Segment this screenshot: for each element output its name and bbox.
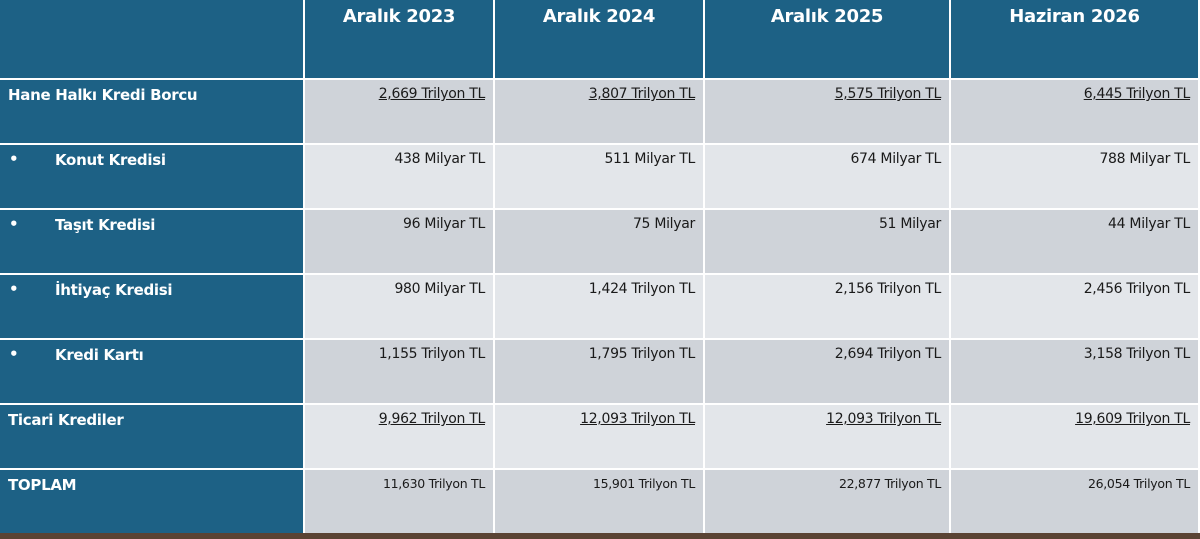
cell-text: 2,156 Trilyon TL	[834, 281, 942, 297]
value-cell: 26,054 Trilyon TL	[951, 470, 1198, 533]
value-cell: 788 Milyar TL	[951, 145, 1198, 208]
row-label: Ticari Krediler	[0, 405, 303, 468]
cell-text: 75 Milyar	[632, 216, 695, 232]
row-label: İhtiyaç Kredisi	[0, 275, 303, 338]
cell-text: 674 Milyar TL	[850, 151, 941, 167]
row-label: Kredi Kartı	[0, 340, 303, 403]
value-cell: 511 Milyar TL	[495, 145, 703, 208]
value-cell: 15,901 Trilyon TL	[495, 470, 703, 533]
value-cell: 3,807 Trilyon TL	[495, 80, 703, 143]
cell-text: 2,669 Trilyon TL	[378, 86, 486, 102]
cell-text: 3,158 Trilyon TL	[1083, 346, 1191, 362]
cell-text: 26,054 Trilyon TL	[1087, 476, 1190, 491]
value-cell: 51 Milyar	[705, 210, 949, 273]
cell-text: Hane Halkı Kredi Borcu	[8, 86, 198, 104]
cell-text: 96 Milyar TL	[403, 216, 485, 232]
row-label: Hane Halkı Kredi Borcu	[0, 80, 303, 143]
cell-text: 9,962 Trilyon TL	[378, 411, 486, 427]
cell-text: Taşıt Kredisi	[55, 216, 156, 234]
column-header: Aralık 2023	[305, 0, 493, 78]
cell-text: 22,877 Trilyon TL	[838, 476, 941, 491]
value-cell: 438 Milyar TL	[305, 145, 493, 208]
value-cell: 6,445 Trilyon TL	[951, 80, 1198, 143]
cell-text: 1,155 Trilyon TL	[378, 346, 486, 362]
value-cell: 12,093 Trilyon TL	[495, 405, 703, 468]
value-cell: 5,575 Trilyon TL	[705, 80, 949, 143]
cell-text: Haziran 2026	[1009, 6, 1140, 27]
row-label: TOPLAM	[0, 470, 303, 533]
cell-text: 2,694 Trilyon TL	[834, 346, 942, 362]
cell-text: Aralık 2025	[770, 6, 884, 27]
cell-text: 44 Milyar TL	[1108, 216, 1190, 232]
cell-text: 980 Milyar TL	[394, 281, 485, 297]
cell-text: Aralık 2023	[342, 6, 456, 27]
value-cell: 1,155 Trilyon TL	[305, 340, 493, 403]
value-cell: 75 Milyar	[495, 210, 703, 273]
value-cell: 2,694 Trilyon TL	[705, 340, 949, 403]
value-cell: 2,669 Trilyon TL	[305, 80, 493, 143]
value-cell: 2,456 Trilyon TL	[951, 275, 1198, 338]
cell-text: Konut Kredisi	[55, 151, 166, 169]
cell-text: Kredi Kartı	[55, 346, 144, 364]
value-cell: 19,609 Trilyon TL	[951, 405, 1198, 468]
cell-text: Ticari Krediler	[8, 411, 124, 429]
value-cell: 3,158 Trilyon TL	[951, 340, 1198, 403]
value-cell: 12,093 Trilyon TL	[705, 405, 949, 468]
value-cell: 674 Milyar TL	[705, 145, 949, 208]
cell-text: 5,575 Trilyon TL	[834, 86, 942, 102]
column-header: Aralık 2024	[495, 0, 703, 78]
cell-text: 12,093 Trilyon TL	[580, 411, 695, 427]
cell-text: 3,807 Trilyon TL	[588, 86, 696, 102]
column-header: Aralık 2025	[705, 0, 949, 78]
row-label: Taşıt Kredisi	[0, 210, 303, 273]
value-cell: 44 Milyar TL	[951, 210, 1198, 273]
value-cell: 980 Milyar TL	[305, 275, 493, 338]
value-cell: 96 Milyar TL	[305, 210, 493, 273]
cell-text: 788 Milyar TL	[1099, 151, 1190, 167]
value-cell: 1,424 Trilyon TL	[495, 275, 703, 338]
cell-text: 6,445 Trilyon TL	[1083, 86, 1191, 102]
cell-text: 12,093 Trilyon TL	[826, 411, 941, 427]
cell-text: TOPLAM	[8, 476, 77, 494]
cell-text: 1,424 Trilyon TL	[588, 281, 696, 297]
cell-text: 511 Milyar TL	[604, 151, 695, 167]
cell-text: 2,456 Trilyon TL	[1083, 281, 1191, 297]
cell-text: 15,901 Trilyon TL	[592, 476, 695, 491]
cell-text: Aralık 2024	[542, 6, 656, 27]
value-cell: 22,877 Trilyon TL	[705, 470, 949, 533]
value-cell: 9,962 Trilyon TL	[305, 405, 493, 468]
value-cell: 1,795 Trilyon TL	[495, 340, 703, 403]
cell-text: 51 Milyar	[878, 216, 941, 232]
cell-text: 11,630 Trilyon TL	[382, 476, 485, 491]
corner-cell	[0, 0, 303, 78]
value-cell: 2,156 Trilyon TL	[705, 275, 949, 338]
cell-text: İhtiyaç Kredisi	[55, 281, 173, 299]
value-cell: 11,630 Trilyon TL	[305, 470, 493, 533]
row-label: Konut Kredisi	[0, 145, 303, 208]
column-header: Haziran 2026	[951, 0, 1198, 78]
cell-text: 19,609 Trilyon TL	[1075, 411, 1190, 427]
cell-text: 1,795 Trilyon TL	[588, 346, 696, 362]
bottom-strip	[0, 533, 1200, 539]
cell-text: 438 Milyar TL	[394, 151, 485, 167]
